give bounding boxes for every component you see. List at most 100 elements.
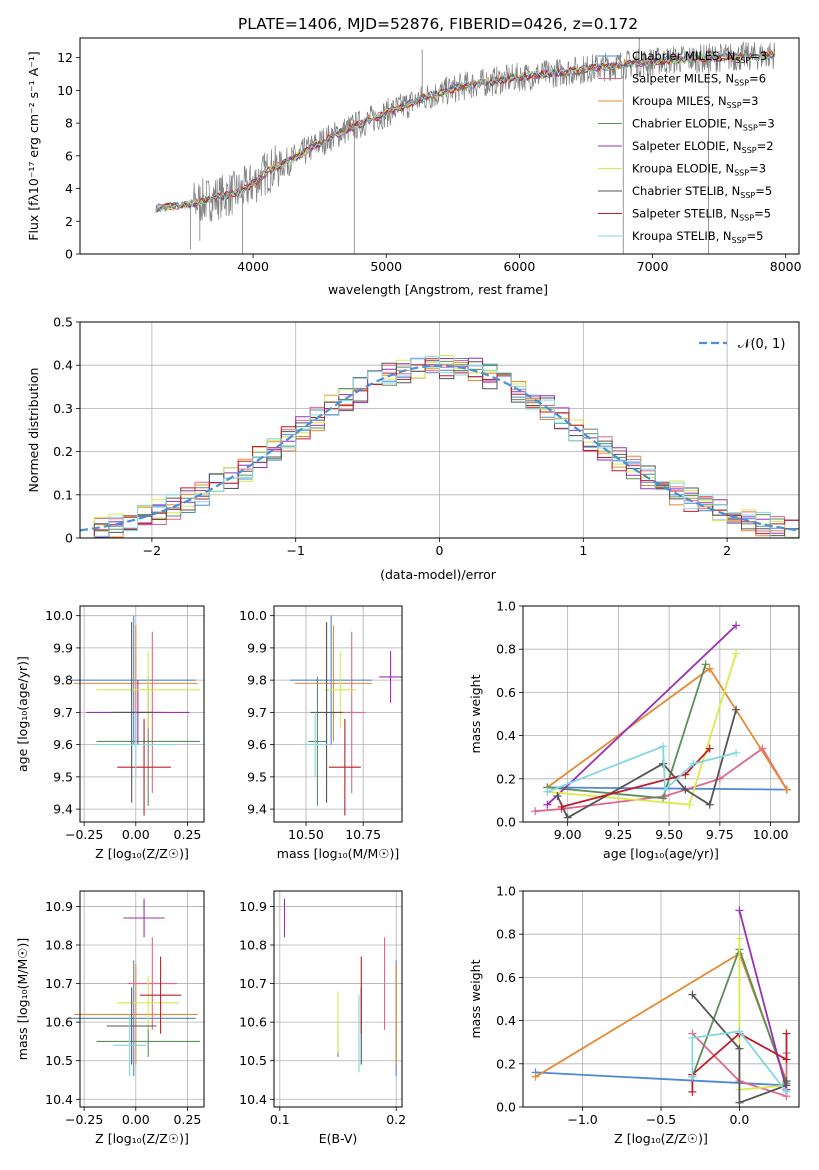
- tick-label-y: 10.0: [239, 608, 267, 623]
- tick-label-y: 9.5: [53, 769, 73, 784]
- weight-vs-Z-frame: [522, 890, 800, 1108]
- y-axis-label: Normed distribution: [26, 368, 41, 493]
- tick-label-y: 4: [65, 181, 73, 196]
- legend-label: Chabrier STELIB, NSSP=5: [632, 184, 772, 200]
- tick-label-x: 0.2: [386, 1112, 406, 1127]
- x-axis-label: E(B-V): [319, 1131, 358, 1146]
- tick-label-x: 9.25: [604, 827, 632, 842]
- gaussian-curve: [79, 364, 800, 532]
- tick-label-x: 8000: [770, 259, 802, 274]
- model-line-salpeter-elodie: [155, 52, 775, 213]
- spectrum-frame: [79, 37, 800, 255]
- tick-label-y: 9.7: [53, 705, 73, 720]
- tick-label-x: −0.5: [646, 1112, 676, 1127]
- model-line-kroupa-stelib: [155, 50, 775, 213]
- tick-label-y: 10.6: [239, 1015, 267, 1030]
- tick-label-x: 9.75: [706, 827, 734, 842]
- tick-label-x: 0.00: [122, 1112, 150, 1127]
- legend-label: Salpeter STELIB, NSSP=5: [632, 207, 771, 223]
- age-vs-mass-frame: [273, 605, 403, 823]
- tick-label-y: 2: [65, 214, 73, 229]
- y-axis-label: mass [log₁₀(M/M☉)]: [15, 938, 30, 1060]
- tick-label-x: −0.25: [65, 827, 103, 842]
- x-axis-label: wavelength [Angstrom, rest frame]: [328, 282, 548, 297]
- tick-label-y: 10.8: [239, 938, 267, 953]
- tick-label-y: 10.8: [45, 938, 73, 953]
- tick-label-y: 0.5: [53, 315, 73, 330]
- tick-label-y: 9.8: [247, 673, 267, 688]
- tick-label-x: −0.25: [65, 1112, 103, 1127]
- tick-label-x: 10.75: [345, 827, 381, 842]
- tick-label-y: 0.2: [496, 1056, 516, 1071]
- tick-label-y: 9.6: [53, 737, 73, 752]
- legend-label: Kroupa MILES, NSSP=3: [632, 94, 758, 110]
- tick-label-y: 6: [65, 148, 73, 163]
- age-vs-Z-frame: [79, 605, 205, 823]
- weight-line: [546, 624, 737, 806]
- x-axis-label: Z [log₁₀(Z/Z☉)]: [95, 1131, 189, 1146]
- weight-line: [691, 1032, 788, 1098]
- tick-label-x: 2: [723, 543, 731, 558]
- tick-label-y: 9.7: [247, 705, 267, 720]
- x-axis-label: age [log₁₀(age/yr)]: [603, 846, 719, 861]
- tick-label-x: 1: [579, 543, 587, 558]
- tick-label-x: 0: [436, 543, 444, 558]
- y-axis-label: mass weight: [468, 674, 483, 753]
- tick-label-y: 9.6: [247, 737, 267, 752]
- tick-label-x: 9.00: [554, 827, 582, 842]
- tick-label-x: 9.50: [655, 827, 683, 842]
- legend-label: Salpeter MILES, NSSP=6: [632, 72, 766, 88]
- tick-label-x: 6000: [503, 259, 535, 274]
- weight-line: [547, 664, 707, 800]
- tick-label-y: 10.0: [45, 608, 73, 623]
- weight-vs-age-frame: [522, 605, 800, 823]
- tick-label-y: 0.8: [496, 642, 516, 657]
- mass-vs-EBV-frame: [273, 890, 403, 1108]
- legend-label: Kroupa STELIB, NSSP=5: [632, 229, 763, 245]
- tick-label-y: 10.6: [45, 1015, 73, 1030]
- tick-label-y: 0.4: [53, 358, 73, 373]
- tick-label-y: 10.5: [239, 1053, 267, 1068]
- tick-label-y: 9.9: [247, 640, 267, 655]
- tick-label-y: 0.6: [496, 685, 516, 700]
- weight-line: [691, 1030, 788, 1093]
- tick-label-x: 4000: [237, 259, 269, 274]
- tick-label-y: 0: [65, 247, 73, 262]
- legend-gaussian-label: 𝒩(0, 1): [738, 337, 785, 352]
- tick-label-x: 5000: [370, 259, 402, 274]
- tick-label-y: 10.7: [45, 976, 73, 991]
- residuals-frame: [79, 321, 800, 539]
- tick-label-y: 8: [65, 116, 73, 131]
- weight-line: [738, 910, 788, 1090]
- tick-label-x: 10.00: [753, 827, 789, 842]
- tick-label-y: 1.0: [496, 884, 516, 899]
- legend-label: Chabrier MILES, NSSP=3: [632, 49, 767, 65]
- tick-label-y: 10.9: [45, 899, 73, 914]
- legend-label: Kroupa ELODIE, NSSP=3: [632, 162, 766, 178]
- tick-label-x: 7000: [637, 259, 669, 274]
- tick-label-y: 9.5: [247, 769, 267, 784]
- tick-label-x: 0.25: [174, 1112, 202, 1127]
- tick-label-y: 9.4: [53, 802, 73, 817]
- tick-label-y: 10.4: [45, 1092, 73, 1107]
- tick-label-x: 0.00: [122, 827, 150, 842]
- weight-line: [535, 747, 788, 813]
- tick-label-y: 10.7: [239, 976, 267, 991]
- tick-label-y: 0.3: [53, 401, 73, 416]
- tick-label-y: 0.0: [496, 815, 516, 830]
- tick-label-x: 0.1: [270, 1112, 290, 1127]
- tick-label-y: 10.9: [239, 899, 267, 914]
- tick-label-y: 10: [57, 83, 73, 98]
- y-axis-label: mass weight: [468, 959, 483, 1038]
- x-axis-label: (data-model)/error: [380, 567, 497, 582]
- tick-label-y: 0: [65, 531, 73, 546]
- tick-label-x: −2: [143, 543, 161, 558]
- weight-line: [547, 745, 737, 793]
- y-axis-label: age [log₁₀(age/yr)]: [15, 656, 30, 772]
- x-axis-label: mass [log₁₀(M/M☉)]: [277, 846, 399, 861]
- tick-label-x: 10.50: [288, 827, 324, 842]
- tick-label-y: 9.4: [247, 802, 267, 817]
- tick-label-y: 0.1: [53, 487, 73, 502]
- tick-label-y: 0.2: [496, 771, 516, 786]
